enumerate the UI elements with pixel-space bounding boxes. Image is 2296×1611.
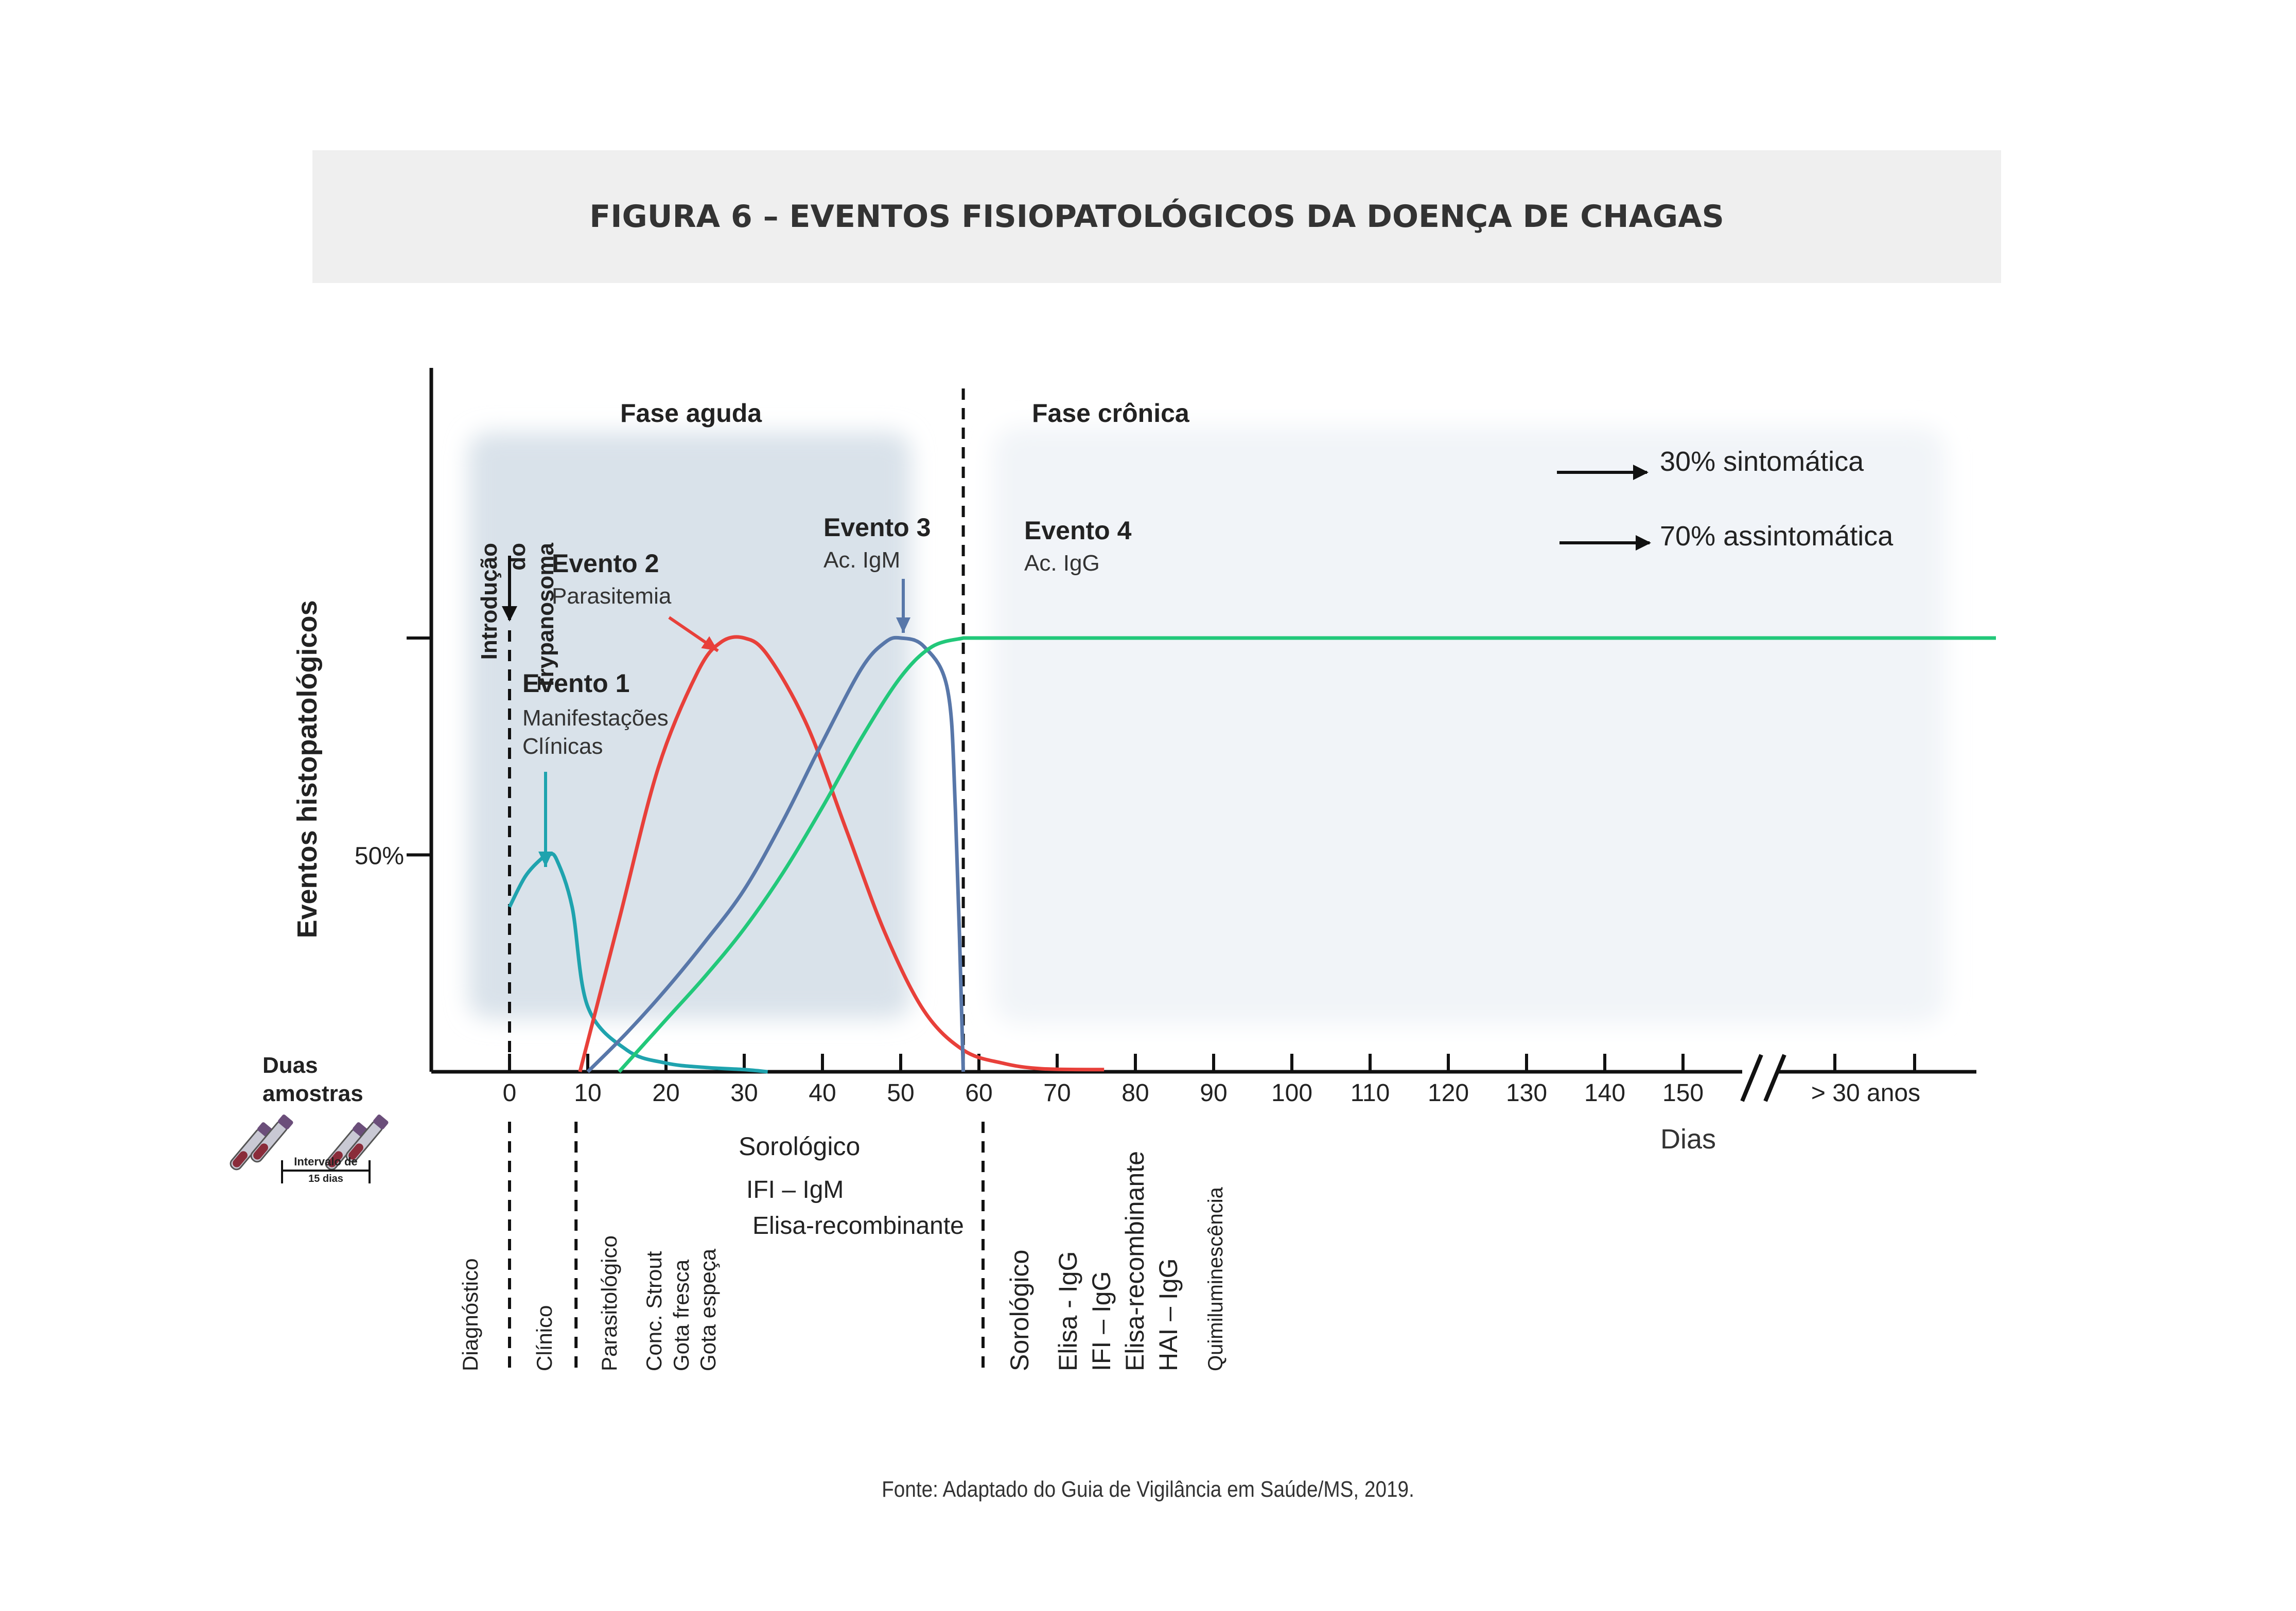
y-axis-title: Eventos histopatológicos [292, 600, 323, 938]
x-tick-label: 0 [503, 1079, 517, 1107]
acute-phase-area [468, 432, 911, 1019]
tube-3 [325, 1122, 368, 1171]
samples-label: amostras [262, 1081, 363, 1106]
diag-chronic-method: Elisa - IgG [1054, 1251, 1082, 1371]
diag-parasitologico: Parasitológico [597, 1235, 621, 1371]
evento1-subtitle: Manifestações [522, 705, 669, 731]
x-axis-title: Dias [1660, 1124, 1716, 1155]
evento2-arrow-head [701, 636, 718, 651]
interval-label: 15 dias [308, 1173, 343, 1184]
evento1-arrow-head [538, 852, 553, 867]
diag-sorologico-chronic: Sorológico [1005, 1250, 1034, 1371]
evento4-subtitle: Ac. IgG [1024, 551, 1100, 576]
evento3-arrow-head [896, 617, 910, 633]
evento4-title: Evento 4 [1024, 516, 1132, 545]
tube-4 [345, 1114, 389, 1163]
outcome-asymptomatic: 70% assintomática [1660, 521, 1894, 552]
evento2-subtitle: Parasitemia [552, 583, 672, 609]
x-tick-label: 10 [574, 1079, 601, 1107]
phase-label-chronic: Fase crônica [1032, 399, 1190, 428]
diag-quimio: Quimiluminescência [1204, 1187, 1227, 1371]
diag-parasito-method: Gota fresca [669, 1259, 693, 1371]
evento1-subtitle: Clínicas [522, 734, 603, 759]
test-tube-blood [348, 1143, 363, 1160]
introduction-label: Trypanosoma [533, 542, 558, 690]
x-tick-label: 30 [730, 1079, 758, 1107]
x-tick-label: 60 [965, 1079, 992, 1107]
x-tick-label: 70 [1043, 1079, 1071, 1107]
chronic-phase-area [993, 427, 1946, 1024]
x-tick-label: 40 [809, 1079, 836, 1107]
series-line-evento1 [507, 852, 768, 1074]
x-break-label: > 30 anos [1811, 1079, 1920, 1107]
figure-title: FIGURA 6 – EVENTOS FISIOPATOLÓGICOS DA D… [589, 199, 1724, 235]
test-tube-cap [373, 1114, 389, 1129]
evento1-title: Evento 1 [522, 669, 629, 698]
x-tick-label: 110 [1351, 1079, 1390, 1107]
evento3-title: Evento 3 [823, 513, 931, 542]
x-tick-label: 90 [1200, 1079, 1227, 1107]
tube-2 [250, 1114, 293, 1163]
x-tick-label: 80 [1121, 1079, 1149, 1107]
diag-diagnostico: Diagnóstico [458, 1259, 482, 1371]
serologic-acute-title: Sorológico [739, 1132, 860, 1161]
series-line-evento2 [578, 635, 1105, 1072]
test-tube-blood [328, 1151, 343, 1167]
evento2-title: Evento 2 [552, 549, 659, 578]
source-note: Fonte: Adaptado do Guia de Vigilância em… [882, 1477, 1414, 1502]
x-tick-label: 120 [1428, 1079, 1469, 1107]
evento3-subtitle: Ac. IgM [823, 547, 900, 573]
y-tick-label: 50% [355, 843, 404, 870]
title-band: FIGURA 6 – EVENTOS FISIOPATOLÓGICOS DA D… [312, 150, 2001, 283]
diag-parasito-method: Conc. Strout [642, 1251, 666, 1371]
diag-chronic-method: IFI – IgG [1087, 1271, 1116, 1371]
series-line-evento3 [586, 635, 966, 1073]
diag-parasito-method: Gota espeça [696, 1248, 720, 1371]
outcome-symptomatic: 30% sintomática [1660, 446, 1864, 477]
test-tube-cap [277, 1114, 293, 1129]
axis-break-mark [1740, 1054, 1763, 1102]
series-line-evento4 [618, 636, 1996, 1073]
diag-chronic-method: Elisa-recombinante [1120, 1151, 1149, 1371]
x-tick-label: 100 [1271, 1079, 1312, 1107]
interval-label: Intervalo de [294, 1155, 357, 1168]
serologic-acute-method: Elisa-recombinante [752, 1212, 964, 1240]
diag-clinico: Clínico [532, 1305, 556, 1371]
phase-label-acute: Fase aguda [620, 399, 762, 428]
samples-label: Duas [262, 1053, 318, 1078]
x-tick-label: 50 [887, 1079, 914, 1107]
x-tick-label: 150 [1662, 1079, 1704, 1107]
serologic-acute-method: IFI – IgM [746, 1176, 844, 1203]
x-tick-label: 20 [652, 1079, 679, 1107]
test-tube-blood [233, 1151, 248, 1167]
x-tick-label: 140 [1584, 1079, 1625, 1107]
diag-chronic-method: HAI – IgG [1154, 1258, 1183, 1371]
introduction-label: Introdução [477, 543, 502, 660]
axis-break-mark [1763, 1054, 1786, 1102]
test-tube-blood [253, 1143, 268, 1160]
x-tick-label: 130 [1506, 1079, 1547, 1107]
